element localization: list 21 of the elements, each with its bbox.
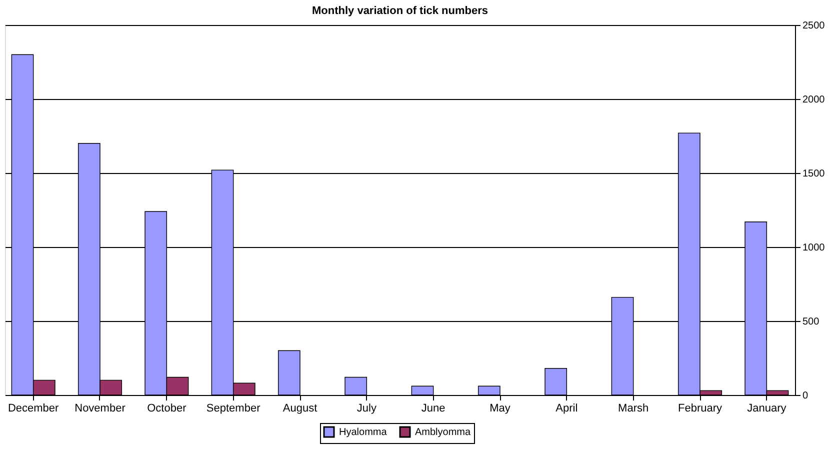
x-tick-label: June xyxy=(421,402,446,414)
y-tick-label: 1500 xyxy=(802,168,826,180)
y-tick-label: 500 xyxy=(802,316,820,328)
x-tick-label: August xyxy=(282,402,318,414)
y-tick-label: 2500 xyxy=(802,20,826,32)
x-tick-label: February xyxy=(678,402,722,414)
x-tick-label: Marsh xyxy=(618,402,649,414)
x-tick-label: December xyxy=(8,402,60,414)
x-tick-label: September xyxy=(206,402,261,414)
x-tick-label: July xyxy=(356,402,377,414)
x-tick-label: January xyxy=(747,402,787,414)
legend-label: Amblyomma xyxy=(415,427,472,438)
y-tick-label: 2000 xyxy=(802,94,826,106)
x-tick-label: April xyxy=(556,402,578,414)
y-tick-label: 0 xyxy=(802,390,808,402)
x-tick-label: November xyxy=(74,402,126,414)
y-tick-label: 1000 xyxy=(802,242,826,254)
x-tick-label: October xyxy=(147,402,187,414)
chart-title: Monthly variation of tick numbers xyxy=(312,5,488,17)
legend-label: Hyalomma xyxy=(339,427,388,438)
x-tick-label: May xyxy=(490,402,511,414)
